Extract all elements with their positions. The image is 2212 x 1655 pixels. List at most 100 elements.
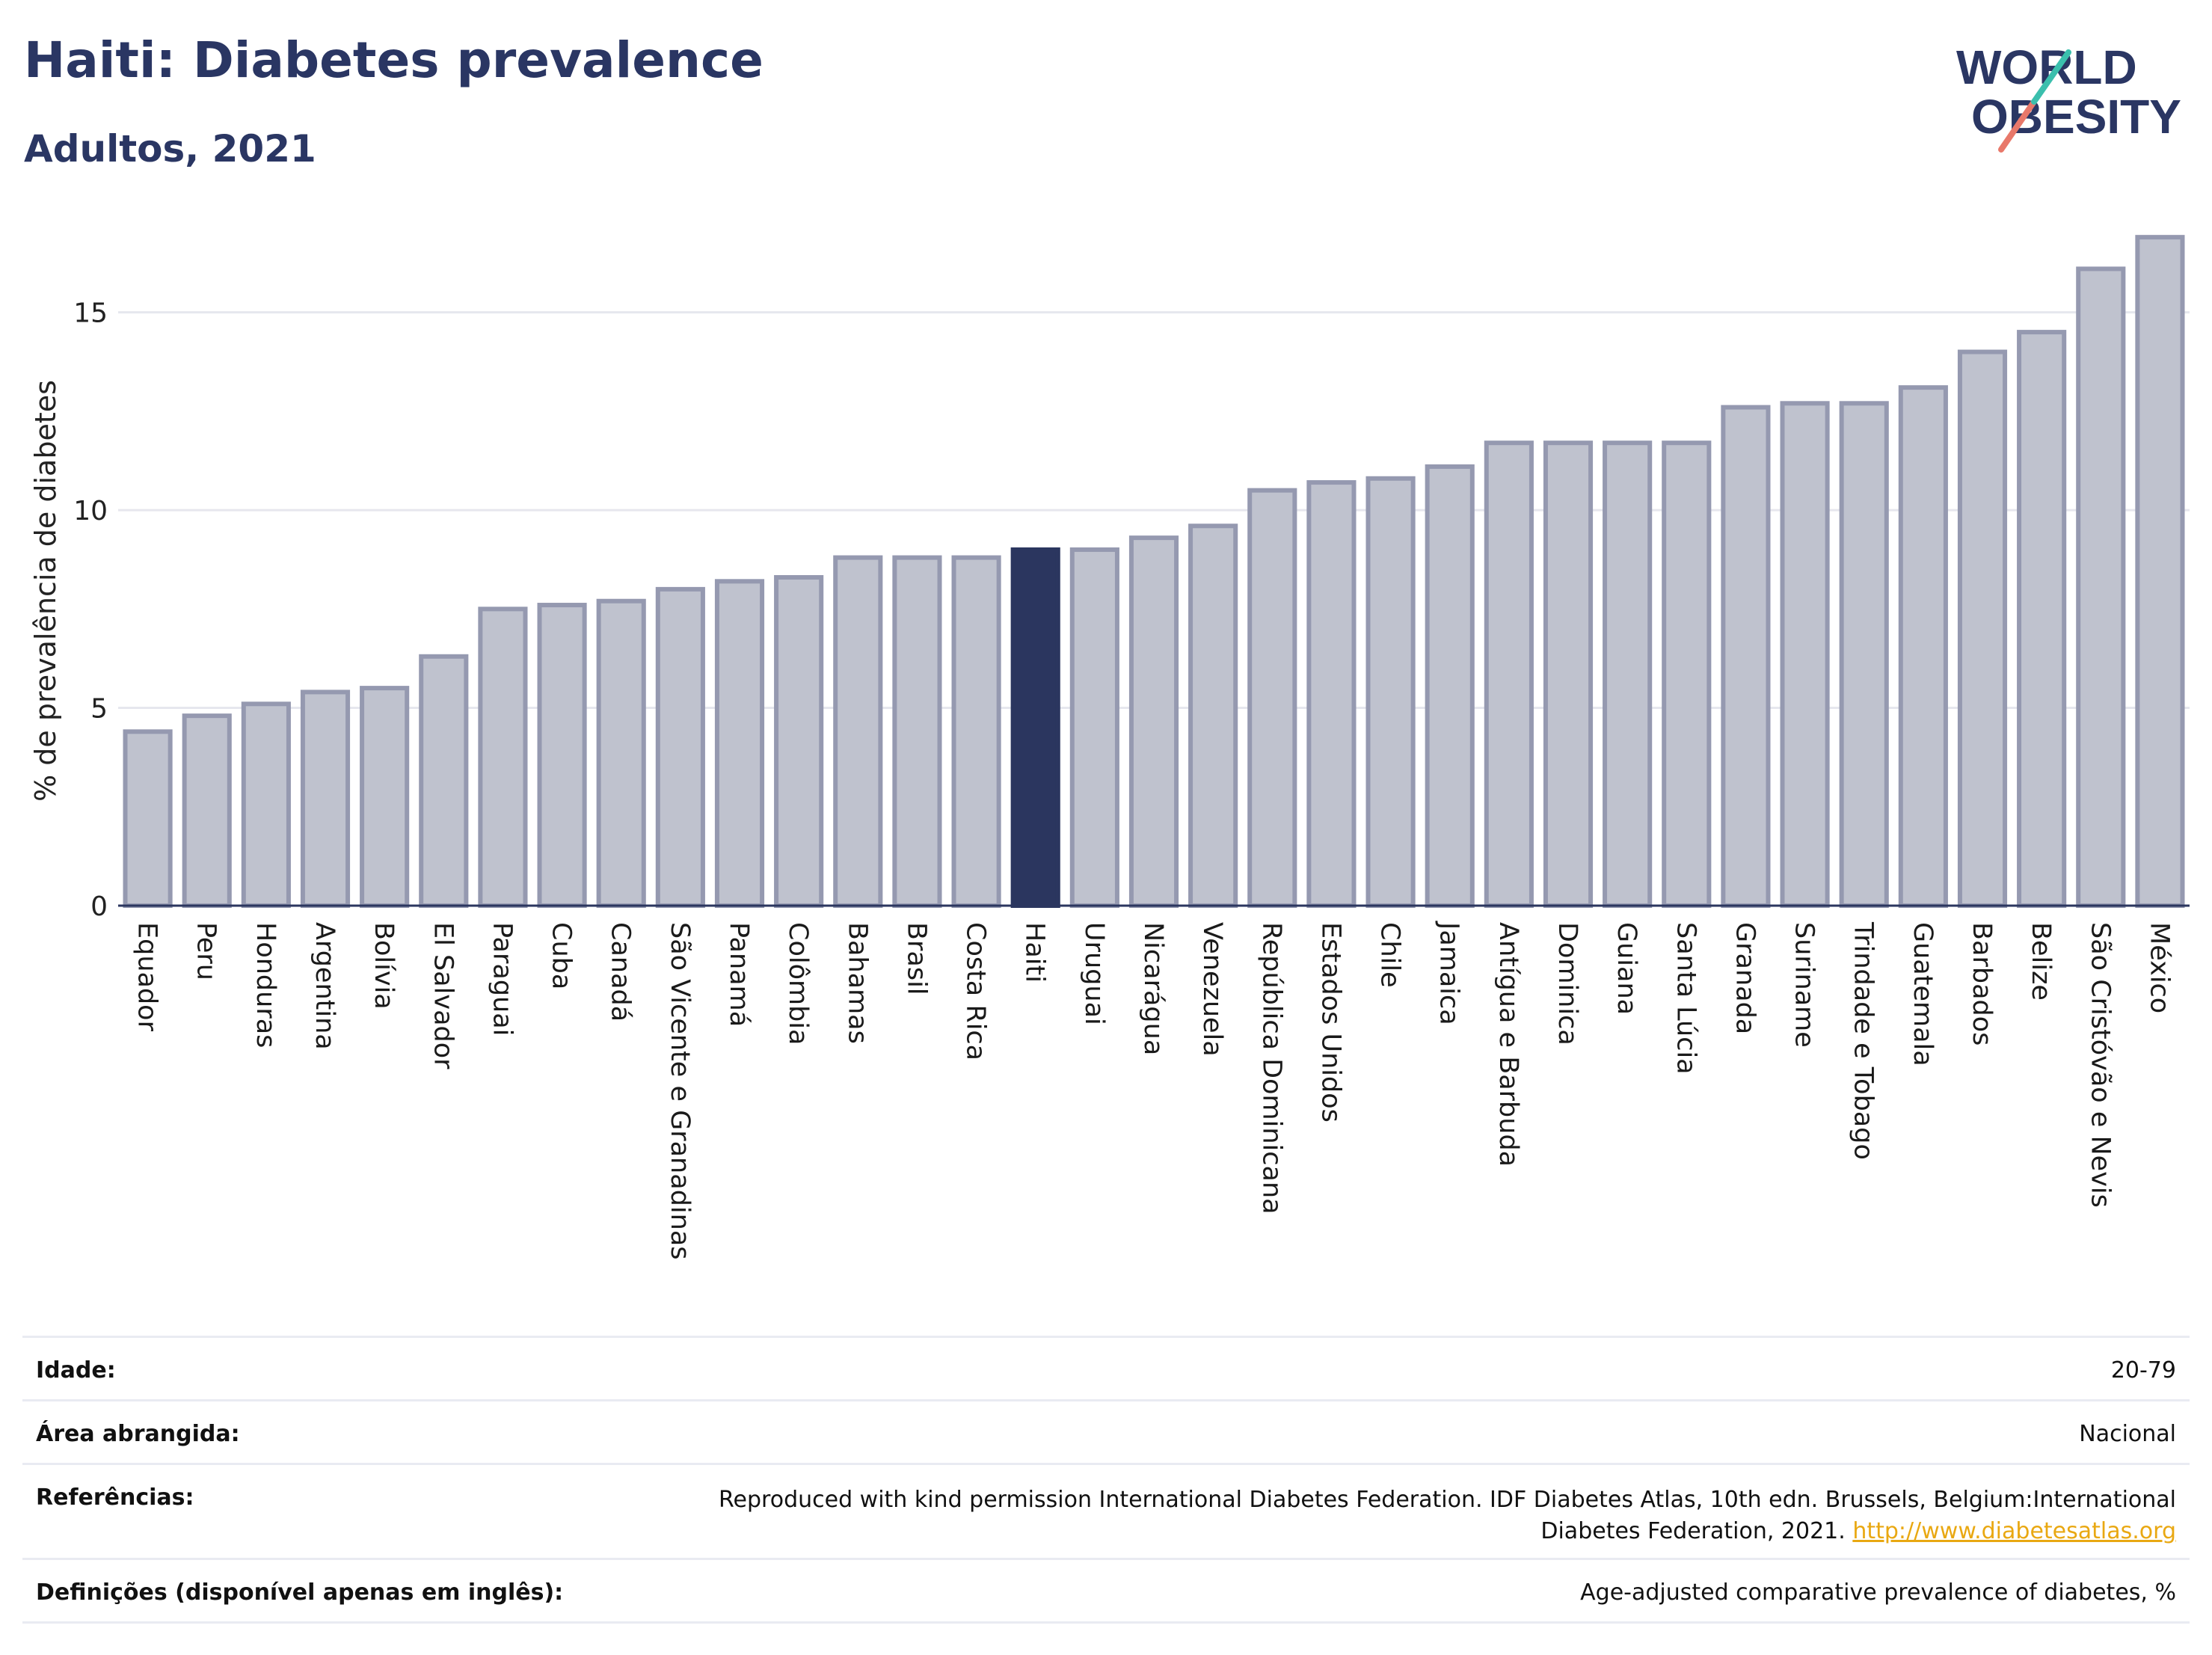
references-line1: Reproduced with kind permission Internat…: [719, 1487, 2176, 1513]
references-label: Referências:: [36, 1484, 194, 1511]
bar-bolívia: [360, 686, 410, 909]
age-value: 20-79: [2110, 1357, 2176, 1384]
references-line2: Diabetes Federation, 2021.: [1540, 1518, 1846, 1544]
y-axis-label: % de prevalência de diabetes: [29, 380, 62, 802]
x-tick-label: Granada: [1730, 922, 1760, 1034]
x-tick-label: Peru: [191, 922, 221, 980]
x-tick-label: Chile: [1375, 922, 1405, 988]
x-tick-label: Cuba: [547, 922, 577, 989]
area-label: Área abrangida:: [36, 1421, 240, 1447]
info-row-age: Idade: 20-79: [22, 1336, 2190, 1399]
bar-chile: [1365, 476, 1416, 908]
info-row-definitions: Definições (disponível apenas em inglês)…: [22, 1558, 2190, 1624]
x-tick-label: Barbados: [1967, 922, 1997, 1045]
logo-slash-upper: [2031, 49, 2071, 105]
bar-bahamas: [833, 555, 883, 908]
world-obesity-logo: WORLD OBESITY: [1956, 40, 2181, 153]
bar-equador: [123, 729, 173, 909]
definitions-value: Age-adjusted comparative prevalence of d…: [1580, 1579, 2176, 1606]
bar-argentina: [300, 690, 351, 908]
y-tick-label: 0: [90, 891, 108, 922]
chart-bars: [118, 235, 2190, 909]
bar-costa-rica: [951, 555, 1001, 908]
y-tick-label: 5: [90, 694, 108, 725]
bar-república-dominicana: [1247, 488, 1297, 908]
references-value: Reproduced with kind permission Internat…: [719, 1484, 2176, 1547]
info-row-references: Referências: Reproduced with kind permis…: [22, 1463, 2190, 1558]
x-tick-label: Guatemala: [1908, 922, 1938, 1066]
x-tick-label: Bolívia: [369, 922, 399, 1010]
bar-honduras: [241, 701, 291, 909]
x-tick-label: Equador: [132, 922, 162, 1032]
references-link[interactable]: http://www.diabetesatlas.org: [1852, 1518, 2176, 1544]
x-tick-label: Honduras: [251, 922, 280, 1048]
area-value: Nacional: [2079, 1421, 2176, 1447]
bar-estados-unidos: [1306, 480, 1357, 908]
page-subtitle: Adultos, 2021: [24, 127, 316, 171]
x-tick-label: Costa Rica: [961, 922, 991, 1060]
x-tick-label: Bahamas: [842, 922, 872, 1044]
x-tick-label: Guiana: [1612, 922, 1641, 1015]
bar-guatemala: [1898, 385, 1948, 908]
x-tick-label: Haiti: [1020, 922, 1050, 983]
bar-são-vicente-e-granadinas: [655, 586, 705, 908]
x-tick-label: Suriname: [1789, 922, 1819, 1048]
bar-trindade-e-tobago: [1839, 401, 1889, 908]
x-tick-label: El Salvador: [428, 922, 458, 1069]
x-tick-label: Dominica: [1552, 922, 1582, 1045]
x-tick-label: Uruguai: [1079, 922, 1109, 1025]
bar-panamá: [714, 579, 765, 909]
x-tick-label: Nicarágua: [1138, 922, 1168, 1055]
x-tick-label: Trindade e Tobago: [1849, 921, 1878, 1160]
logo-line2: OBESITY: [1971, 90, 2181, 144]
bar-belize: [2017, 330, 2067, 909]
bar-são-cristóvão-e-nevis: [2076, 266, 2126, 908]
bar-chart: Equador Peru Honduras Argentina Bolívia El Sa…: [29, 235, 2190, 1260]
bar-barbados: [1957, 349, 2008, 908]
bar-colômbia: [774, 575, 824, 908]
x-tick-label: São Cristóvão e Nevis: [2085, 922, 2115, 1208]
bar-brasil: [892, 555, 942, 908]
x-tick-label: Belize: [2026, 922, 2056, 1001]
bar-peru: [182, 713, 232, 909]
info-table: Idade: 20-79 Área abrangida: Nacional Re…: [22, 1336, 2190, 1624]
bar-granada: [1721, 405, 1771, 908]
x-tick-label: Venezuela: [1197, 922, 1227, 1057]
bar-jamaica: [1425, 464, 1475, 908]
x-tick-label: Paraguai: [487, 922, 517, 1036]
x-tick-label: Santa Lúcia: [1671, 922, 1701, 1075]
x-tick-label: Argentina: [310, 922, 340, 1050]
bar-cuba: [537, 603, 587, 908]
definitions-label: Definições (disponível apenas em inglês)…: [36, 1579, 564, 1606]
bar-dominica: [1543, 440, 1594, 908]
info-row-area: Área abrangida: Nacional: [22, 1399, 2190, 1463]
bar-santa-lúcia: [1662, 440, 1712, 908]
x-tick-label: Canadá: [606, 922, 636, 1022]
bar-venezuela: [1188, 523, 1238, 908]
page-title: Haiti: Diabetes prevalence: [24, 31, 764, 89]
x-tick-label: Estados Unidos: [1315, 922, 1345, 1123]
x-tick-labels: Equador Peru Honduras Argentina Bolívia El Sa…: [132, 921, 2175, 1260]
bar-haiti: [1010, 547, 1060, 909]
logo-slash-lower: [1998, 99, 2037, 153]
x-tick-label: São Vicente e Granadinas: [665, 922, 695, 1260]
x-tick-label: Antígua e Barbuda: [1493, 922, 1523, 1167]
x-tick-label: Colômbia: [783, 922, 813, 1045]
bar-uruguai: [1069, 547, 1119, 909]
x-tick-label: República Dominicana: [1256, 922, 1286, 1215]
bar-nicarágua: [1128, 535, 1179, 908]
x-tick-label: México: [2144, 922, 2174, 1013]
bar-canadá: [596, 598, 646, 908]
x-tick-label: Brasil: [901, 922, 931, 995]
bar-méxico: [2135, 235, 2185, 908]
y-tick-labels: 0 5 10 15: [73, 298, 108, 922]
x-tick-label: Panamá: [724, 922, 754, 1027]
y-tick-label: 15: [73, 298, 108, 329]
age-label: Idade:: [36, 1357, 116, 1384]
bar-suriname: [1780, 401, 1830, 908]
bar-paraguai: [478, 607, 528, 908]
bar-el-salvador: [419, 654, 469, 909]
x-tick-label: Jamaica: [1434, 921, 1464, 1025]
y-tick-label: 10: [73, 496, 108, 526]
bar-antígua-e-barbuda: [1484, 440, 1534, 908]
